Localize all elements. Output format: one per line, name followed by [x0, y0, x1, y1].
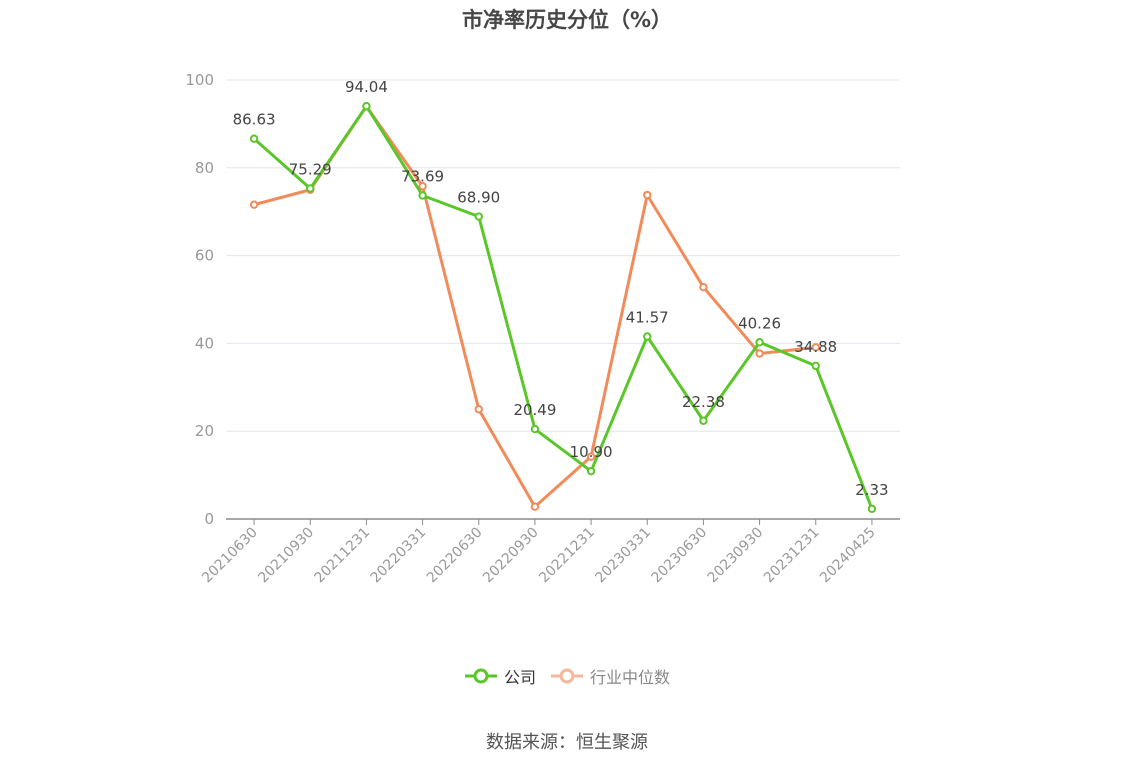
grid-lines [226, 79, 900, 432]
company-data-point[interactable] [474, 212, 483, 221]
y-tick-label: 40 [195, 334, 214, 352]
legend-company-line-icon [464, 668, 497, 684]
legend-industry-line-icon [551, 668, 583, 684]
company-data-label: 34.88 [794, 338, 837, 356]
company-data-label: 10.90 [570, 443, 613, 461]
company-data-label: 2.33 [855, 481, 888, 499]
x-tick-label: 20220331 [368, 525, 430, 587]
company-data-label: 20.49 [513, 401, 556, 419]
industry-median-data-point[interactable] [249, 200, 259, 209]
x-tick-label: 20210630 [199, 525, 261, 587]
company-data-label: 73.69 [401, 168, 444, 186]
company-data-label: 86.63 [233, 111, 276, 129]
y-tick-label: 0 [204, 510, 214, 528]
y-tick-label: 80 [195, 159, 214, 177]
legend-item-company[interactable]: 公司 [464, 664, 536, 688]
company-data-point[interactable] [586, 466, 596, 476]
y-tick-label: 60 [195, 247, 214, 265]
company-data-label: 94.04 [345, 78, 388, 96]
company-data-label: 22.38 [682, 393, 725, 411]
legend: 公司 行业中位数 [0, 664, 1134, 688]
x-tick-label: 20220930 [480, 525, 542, 587]
company-data-point[interactable] [249, 134, 259, 143]
industry-median-data-point[interactable] [530, 502, 540, 511]
x-tick-label: 20231231 [761, 525, 823, 587]
industry-median-data-point[interactable] [699, 283, 708, 292]
company-data-label: 75.29 [289, 160, 332, 178]
company-data-point[interactable] [811, 361, 820, 371]
legend-item-industry-median[interactable]: 行业中位数 [550, 664, 670, 688]
industry-median-data-point[interactable] [418, 182, 427, 191]
x-tick-label: 20230630 [649, 525, 711, 587]
company-data-point[interactable] [867, 504, 877, 513]
legend-label-industry-median: 行业中位数 [590, 668, 671, 687]
industry-median-data-point[interactable] [586, 452, 596, 461]
x-tick-label: 20221231 [536, 525, 598, 587]
company-data-point[interactable] [755, 338, 764, 347]
axes: 0204060801002021063020210930202112312022… [185, 71, 900, 586]
x-tick-label: 20240425 [817, 525, 879, 587]
company-data-point[interactable] [418, 191, 427, 200]
company-data-label: 41.57 [626, 309, 669, 327]
company-data-point[interactable] [643, 332, 652, 341]
series-line-industry-median [252, 104, 818, 509]
company-data-label: 68.90 [457, 189, 500, 207]
company-data-point[interactable] [306, 184, 315, 193]
legend-label-company: 公司 [503, 668, 536, 687]
series [249, 101, 877, 513]
data-source: 数据来源：恒生聚源 [486, 732, 648, 753]
series-line-company [252, 104, 874, 511]
company-data-point[interactable] [362, 101, 371, 111]
company-data-point[interactable] [699, 416, 708, 425]
x-tick-label: 20211231 [312, 525, 374, 587]
x-tick-label: 20220630 [424, 525, 486, 587]
industry-median-data-point[interactable] [755, 349, 764, 358]
company-data-point[interactable] [530, 424, 540, 434]
y-tick-label: 20 [195, 422, 214, 440]
industry-median-data-point[interactable] [474, 405, 483, 414]
y-tick-label: 100 [185, 71, 214, 89]
x-tick-label: 20230930 [705, 525, 767, 587]
data-labels: 86.63 75.29 94.04 73.69 68.90 20.49 10.90 41.57… [233, 78, 889, 499]
company-data-label: 40.26 [738, 314, 781, 332]
industry-median-data-point[interactable] [643, 190, 652, 200]
x-tick-label: 20230331 [592, 525, 654, 587]
chart-title: 市净率历史分位（%） [461, 8, 673, 32]
x-tick-label: 20210930 [255, 525, 317, 587]
industry-median-data-point[interactable] [811, 343, 820, 352]
